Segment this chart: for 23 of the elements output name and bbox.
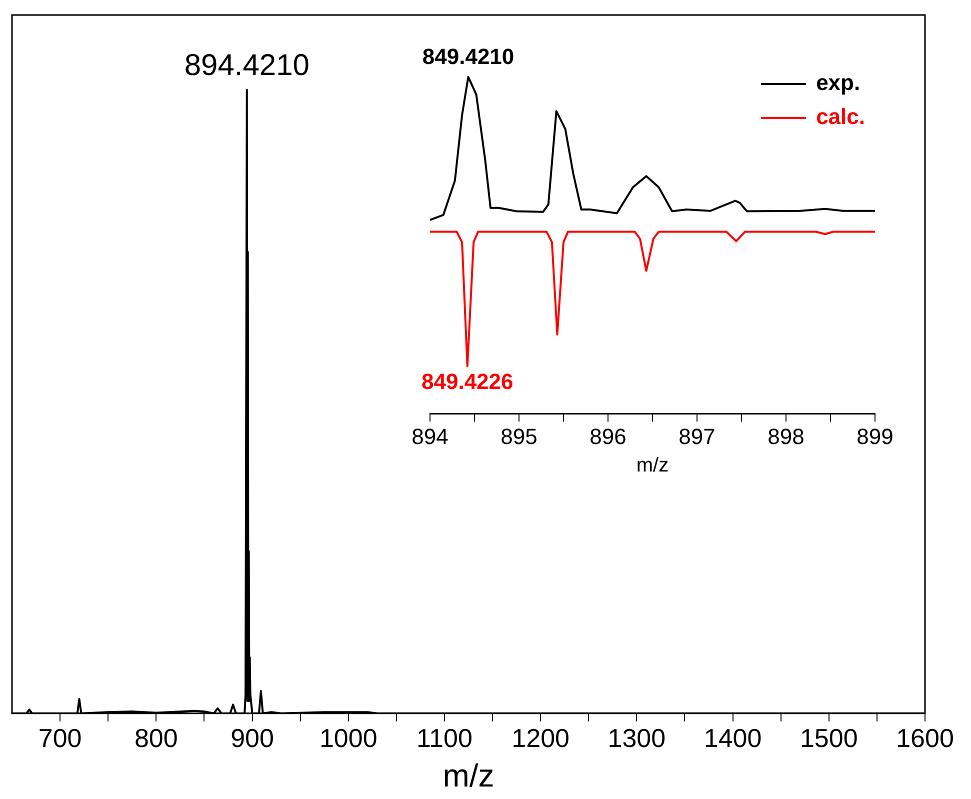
x-tick-label: 700: [38, 723, 82, 754]
x-tick-label: 1600: [896, 723, 954, 754]
x-tick-label: 1300: [608, 723, 666, 754]
legend-label: calc.: [816, 104, 866, 130]
x-axis-title: m/z: [636, 454, 669, 477]
legend-label: exp.: [816, 70, 860, 96]
x-axis-title: m/z: [442, 758, 494, 794]
x-tick-label: 1400: [704, 723, 762, 754]
x-tick-label: 896: [590, 424, 626, 449]
x-tick-label: 895: [500, 424, 538, 449]
annotation: 894.4210: [184, 49, 310, 82]
x-tick-label: 899: [856, 424, 894, 449]
annotation: 849.4226: [421, 369, 514, 394]
x-tick-label: 900: [230, 723, 274, 754]
x-tick-label: 897: [678, 424, 716, 449]
x-tick-label: 1100: [416, 723, 472, 754]
x-tick-label: 1500: [800, 723, 858, 754]
x-tick-label: 894: [412, 424, 448, 449]
x-tick-label: 800: [134, 723, 178, 754]
x-tick-label: 898: [768, 424, 804, 449]
x-tick-label: 1000: [319, 723, 378, 754]
annotation: 849.4210: [422, 44, 514, 69]
x-tick-label: 1200: [512, 723, 570, 754]
